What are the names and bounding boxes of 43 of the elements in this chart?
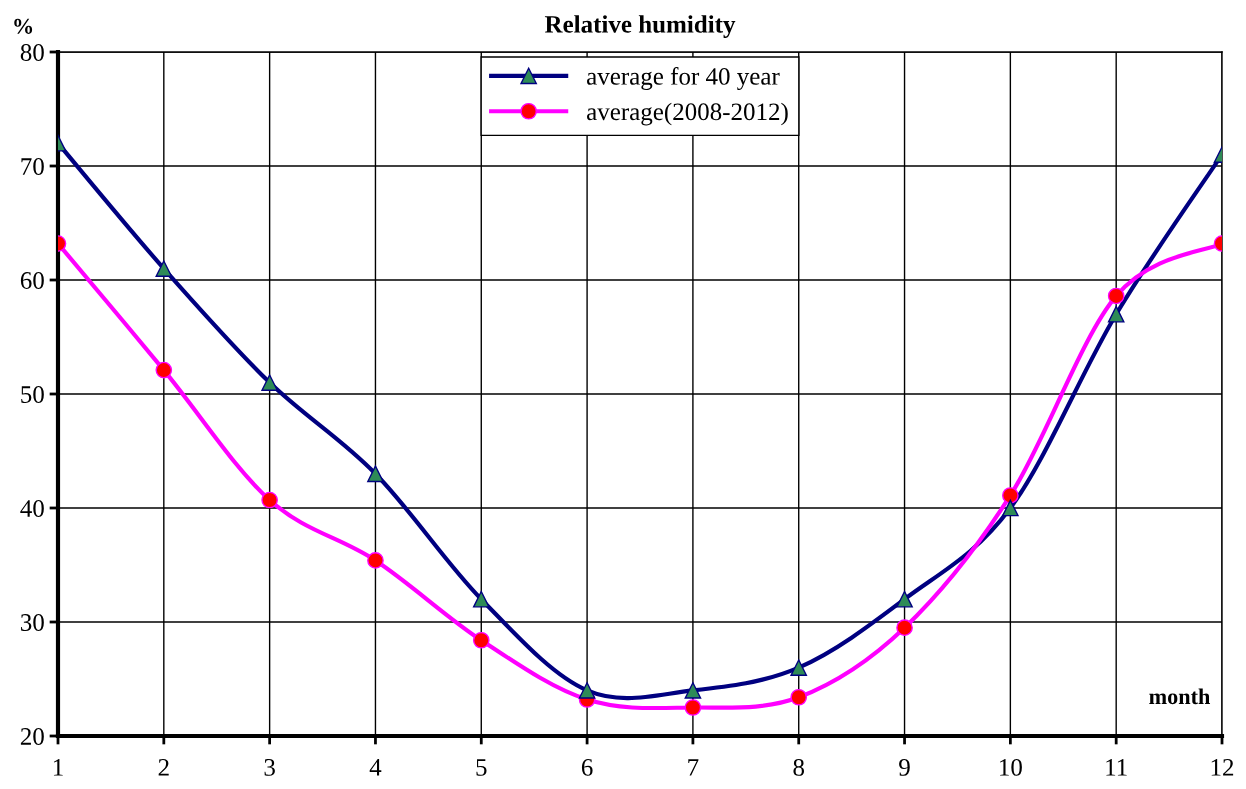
point [472, 590, 490, 608]
point [896, 590, 913, 608]
point [1002, 499, 1019, 517]
y-tick-label: 20 [20, 728, 44, 745]
y-tick-label: 30 [21, 614, 44, 631]
legend-label: average(2008-2012) [587, 102, 788, 126]
x-tick-label: 5 [476, 759, 487, 776]
point [1107, 305, 1125, 323]
point [367, 552, 384, 569]
point [261, 491, 278, 509]
x-tick-label: 8 [793, 758, 805, 776]
point [578, 682, 596, 699]
point [261, 374, 278, 391]
point [684, 682, 702, 699]
point [1107, 287, 1125, 305]
x-tick-label: 3 [264, 759, 275, 776]
point [1002, 487, 1019, 504]
legend-label: average for 40 year [587, 67, 780, 90]
point [367, 465, 384, 483]
x-tick-label: 9 [899, 759, 910, 776]
y-tick-label: 50 [21, 386, 44, 403]
y-tick-label: 80 [20, 44, 44, 61]
point [155, 260, 173, 277]
point [155, 361, 173, 379]
point [472, 631, 490, 649]
x-tick-label: 2 [158, 759, 169, 776]
x-tick-label: 1 [53, 759, 63, 776]
point [896, 619, 913, 637]
x-tick-label: 7 [688, 759, 699, 776]
point [790, 688, 808, 706]
x-tick-label: 4 [369, 759, 382, 776]
y-tick-label: 60 [20, 272, 44, 289]
point [790, 659, 808, 676]
point [684, 699, 702, 716]
x-tick-label: 11 [1106, 759, 1127, 776]
y-axis-title: % [14, 18, 33, 34]
chart-title: Relative humidity [544, 15, 736, 38]
x-axis-title: month [1149, 688, 1211, 705]
y-tick-label: 70 [21, 158, 44, 175]
x-tick-label: 10 [1000, 758, 1022, 776]
y-tick-label: 40 [20, 500, 44, 517]
x-tick-label: 6 [581, 759, 593, 776]
x-tick-label: 12 [1211, 759, 1234, 776]
